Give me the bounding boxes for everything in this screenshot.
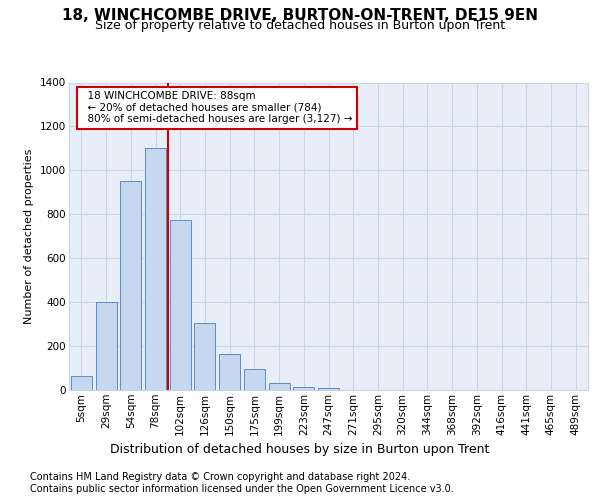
Bar [244, 369, 265, 390]
Bar [120, 182, 141, 390]
Bar [269, 384, 290, 390]
Text: Contains public sector information licensed under the Open Government Licence v3: Contains public sector information licen… [30, 484, 454, 494]
Text: 18, WINCHCOMBE DRIVE, BURTON-ON-TRENT, DE15 9EN: 18, WINCHCOMBE DRIVE, BURTON-ON-TRENT, D… [62, 8, 538, 22]
Bar [318, 388, 339, 390]
Bar [170, 220, 191, 390]
Bar [194, 323, 215, 390]
Text: 18 WINCHCOMBE DRIVE: 88sqm
  ← 20% of detached houses are smaller (784)
  80% of: 18 WINCHCOMBE DRIVE: 88sqm ← 20% of deta… [82, 92, 353, 124]
Bar [293, 386, 314, 390]
Text: Contains HM Land Registry data © Crown copyright and database right 2024.: Contains HM Land Registry data © Crown c… [30, 472, 410, 482]
Bar [95, 302, 116, 390]
Bar [145, 148, 166, 390]
Bar [219, 354, 240, 390]
Y-axis label: Number of detached properties: Number of detached properties [25, 148, 34, 324]
Text: Size of property relative to detached houses in Burton upon Trent: Size of property relative to detached ho… [95, 19, 505, 32]
Text: Distribution of detached houses by size in Burton upon Trent: Distribution of detached houses by size … [110, 442, 490, 456]
Bar [71, 376, 92, 390]
